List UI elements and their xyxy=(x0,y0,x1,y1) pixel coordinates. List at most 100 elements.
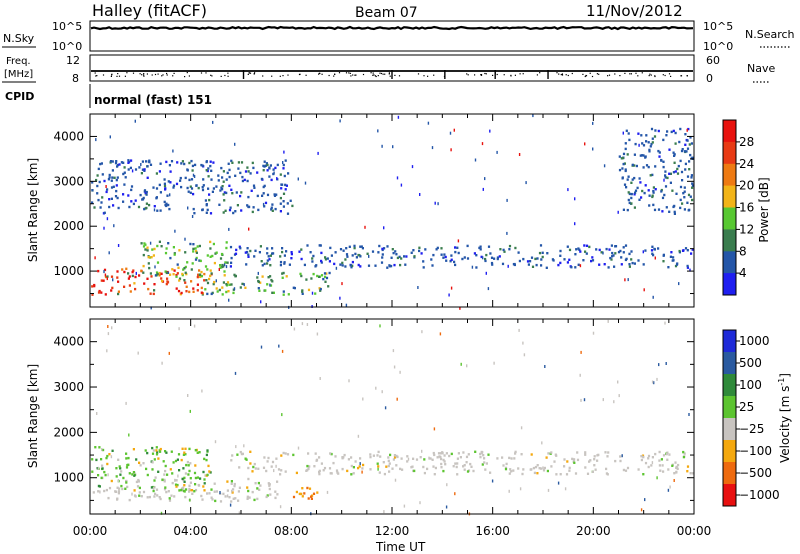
time-axis-label: Time UT xyxy=(375,540,426,554)
nsearch-bottom-tick: 10^0 xyxy=(703,40,733,53)
colorbar-tick-label: 24 xyxy=(739,157,754,171)
radar-cell xyxy=(151,452,155,455)
radar-cell xyxy=(324,275,327,279)
radar-cell xyxy=(194,258,198,261)
radar-cell xyxy=(392,349,395,353)
radar-cell xyxy=(173,253,176,256)
radar-cell xyxy=(320,259,323,263)
radar-cell xyxy=(263,262,266,266)
radar-cell xyxy=(173,495,176,498)
radar-cell xyxy=(610,244,613,247)
radar-cell xyxy=(622,156,625,160)
radar-cell xyxy=(684,162,687,166)
radar-cell xyxy=(205,211,208,214)
radar-cell xyxy=(652,189,655,193)
radar-cell xyxy=(146,246,149,249)
radar-cell xyxy=(229,206,232,209)
radar-cell xyxy=(257,467,260,470)
radar-cell xyxy=(259,281,262,284)
radar-cell xyxy=(251,490,254,494)
radar-cell xyxy=(205,458,208,462)
radar-cell xyxy=(116,165,119,168)
nave-dot xyxy=(132,72,135,74)
radar-cell xyxy=(207,175,210,178)
radar-cell xyxy=(123,270,126,274)
radar-cell xyxy=(431,146,434,150)
radar-cell xyxy=(192,243,195,246)
y-tick-label: 1000 xyxy=(53,264,84,278)
radar-cell xyxy=(102,448,105,452)
radar-cell xyxy=(607,266,610,269)
radar-cell xyxy=(269,264,272,267)
colorbar-tick-label: 500 xyxy=(739,356,762,370)
radar-cell xyxy=(119,473,122,476)
radar-cell xyxy=(668,172,671,175)
radar-cell xyxy=(606,473,609,476)
radar-cell xyxy=(496,257,499,261)
radar-cell xyxy=(169,170,172,173)
y-tick-label: 3000 xyxy=(53,174,84,188)
radar-cell xyxy=(433,453,436,457)
radar-cell xyxy=(199,259,202,263)
radar-cell xyxy=(167,203,170,207)
radar-cell xyxy=(275,193,278,196)
radar-cell xyxy=(194,464,197,467)
radar-cell xyxy=(622,246,625,249)
radar-cell xyxy=(153,458,156,461)
radar-cell xyxy=(96,174,99,177)
radar-cell xyxy=(440,462,443,466)
radar-cell xyxy=(459,456,462,459)
radar-cell xyxy=(140,163,142,166)
radar-cell xyxy=(207,167,210,170)
radar-cell xyxy=(230,188,233,191)
radar-cell xyxy=(671,189,674,192)
radar-cell xyxy=(662,160,665,163)
radar-cell xyxy=(221,185,224,188)
radar-cell xyxy=(249,450,252,453)
radar-cell xyxy=(470,465,473,468)
radar-cell xyxy=(334,455,337,458)
radar-cell xyxy=(131,169,134,173)
radar-cell xyxy=(180,185,183,189)
radar-cell xyxy=(394,478,397,482)
radar-cell xyxy=(369,455,372,459)
radar-cell xyxy=(377,251,380,254)
radar-cell xyxy=(540,258,543,261)
radar-cell xyxy=(393,456,397,459)
radar-cell xyxy=(588,245,591,249)
radar-cell xyxy=(228,175,231,179)
radar-cell xyxy=(621,167,624,170)
radar-cell xyxy=(221,176,224,179)
radar-cell xyxy=(234,275,237,278)
radar-cell xyxy=(618,155,621,158)
velocity-colorbar-label-text: Velocity [m s xyxy=(778,386,792,463)
radar-cell xyxy=(267,276,270,279)
radar-cell xyxy=(471,265,474,269)
radar-cell xyxy=(142,462,145,465)
nave-dot xyxy=(355,74,357,76)
radar-cell xyxy=(328,260,331,263)
radar-cell xyxy=(275,457,278,460)
radar-cell xyxy=(206,473,209,477)
nave-dot xyxy=(466,73,468,75)
radar-cell xyxy=(475,266,478,269)
radar-cell xyxy=(603,263,606,266)
radar-cell xyxy=(150,486,153,489)
radar-cell xyxy=(112,185,115,188)
radar-cell xyxy=(640,134,643,137)
radar-cell xyxy=(563,458,566,461)
radar-cell xyxy=(204,265,208,268)
radar-cell xyxy=(279,255,282,258)
radar-cell xyxy=(264,201,268,205)
radar-cell xyxy=(633,176,636,180)
radar-cell xyxy=(566,261,569,264)
radar-cell xyxy=(247,255,250,258)
radar-cell xyxy=(195,184,198,187)
radar-cell xyxy=(686,175,690,178)
radar-cell xyxy=(223,199,226,202)
radar-cell xyxy=(684,168,687,171)
radar-cell xyxy=(236,204,239,207)
radar-cell xyxy=(641,142,644,145)
radar-cell xyxy=(680,149,684,153)
radar-cell xyxy=(157,457,160,460)
